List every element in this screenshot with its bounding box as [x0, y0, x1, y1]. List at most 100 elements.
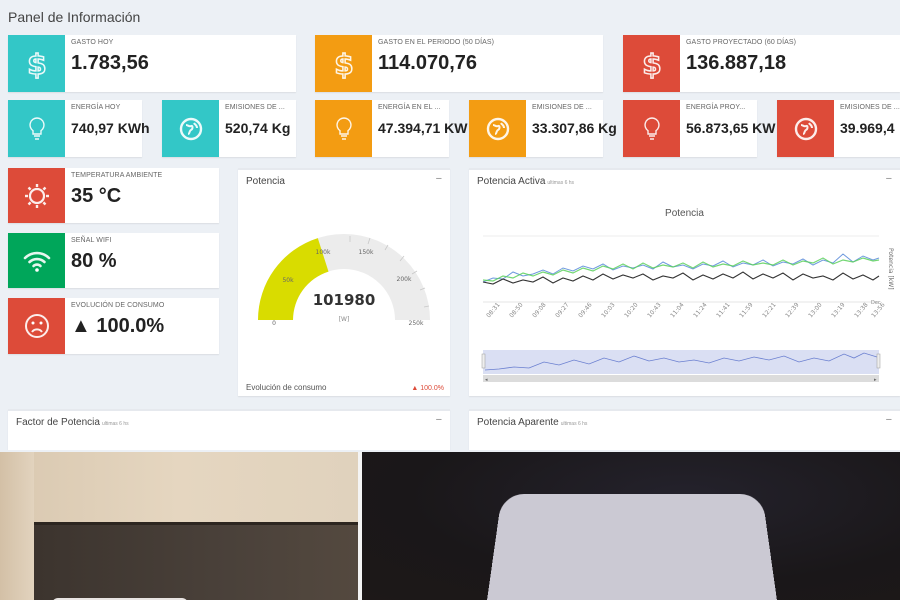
gauge-tick-200k: 200k — [397, 276, 412, 283]
info-box-label: EMISIONES DE ... — [225, 104, 285, 111]
svg-text:$: $ — [642, 49, 661, 79]
info-box-value: 35 °C — [71, 185, 122, 207]
factor-potencia-panel: Factor de Potencia ultimas 6 hs − — [8, 409, 450, 450]
info-box-label: EMISIONES DE ... — [532, 104, 592, 111]
gauge-value: 101980 — [313, 291, 376, 309]
info-box-energia-proyectada: ENERGÍA PROY... 56.873,65 KW — [623, 100, 776, 157]
chart-title: Potencia — [665, 208, 704, 219]
svg-text:12:21: 12:21 — [761, 301, 778, 319]
gauge-footer-label: Evolución de consumo — [246, 383, 327, 392]
gauge-tick-250k: 250k — [409, 320, 424, 327]
dollar-icon: $ — [8, 35, 65, 92]
svg-text:▸: ▸ — [874, 377, 877, 383]
collapse-button[interactable]: − — [435, 414, 442, 426]
info-box-label: SEÑAL WIFI — [71, 237, 112, 244]
collapse-button[interactable]: − — [885, 173, 892, 185]
gauge-unit: [W] — [339, 316, 350, 323]
dashboard: Panel de Información $ GASTO HOY 1.783,56… — [8, 9, 900, 450]
info-box-emisiones-proyectadas: EMISIONES DE ... 39.969,4 — [777, 100, 900, 157]
lightbulb-icon — [8, 100, 65, 157]
info-box-wifi: SEÑAL WIFI 80 % — [8, 233, 219, 288]
svg-text:10:03: 10:03 — [600, 301, 617, 319]
device-photo-right — [362, 452, 900, 600]
svg-text:Dec: Dec — [871, 300, 881, 306]
info-box-emisiones-periodo: EMISIONES DE ... 33.307,86 Kg — [469, 100, 617, 157]
panel-title: Factor de Potencia ultimas 6 hs — [16, 417, 129, 428]
info-box-label: ENERGÍA EN EL ... — [378, 104, 441, 111]
panel-title: Potencia Activa ultimas 6 hs — [477, 176, 575, 187]
gauge-tick-50k: 50k — [282, 277, 294, 284]
svg-text:◂: ◂ — [485, 377, 488, 383]
svg-text:11:04: 11:04 — [669, 301, 686, 319]
info-box-label: EVOLUCIÓN DE CONSUMO — [71, 302, 165, 309]
info-box-energia-periodo: ENERGÍA EN EL ... 47.394,71 KW — [315, 100, 468, 157]
info-box-label: GASTO PROYECTADO (60 DÍAS) — [686, 39, 797, 46]
collapse-button[interactable]: − — [885, 414, 892, 426]
svg-text:09:27: 09:27 — [554, 301, 571, 319]
info-box-energia-hoy: ENERGÍA HOY 740,97 KWh — [8, 100, 150, 157]
photo-divider — [358, 452, 362, 600]
svg-text:11:24: 11:24 — [692, 301, 709, 319]
info-box-value: 114.070,76 — [378, 52, 477, 74]
sad-face-icon — [8, 298, 65, 354]
svg-text:11:41: 11:41 — [715, 301, 732, 319]
globe-icon — [162, 100, 219, 157]
lightbulb-icon — [623, 100, 680, 157]
info-box-evolucion: EVOLUCIÓN DE CONSUMO ▲ 100.0% — [8, 298, 219, 354]
info-box-value: ▲ 100.0% — [71, 315, 165, 337]
potencia-activa-panel: Potencia Activa ultimas 6 hs − Potencia 0… — [469, 168, 900, 396]
dollar-icon: $ — [315, 35, 372, 92]
info-box-gasto-periodo: $ GASTO EN EL PERIODO (50 DÍAS) 114.070,7… — [315, 35, 603, 92]
page-title: Panel de Información — [8, 9, 141, 25]
gauge-chart: 0 50k 100k 150k 200k 250k 101980 [W] — [258, 234, 430, 327]
svg-text:11:59: 11:59 — [738, 301, 755, 319]
info-box-gasto-proyectado: $ GASTO PROYECTADO (60 DÍAS) 136.887,18 — [623, 35, 900, 92]
info-box-label: GASTO HOY — [71, 39, 114, 46]
lightbulb-icon — [315, 100, 372, 157]
svg-text:13:19: 13:19 — [830, 301, 847, 319]
info-box-label: TEMPERATURA AMBIENTE — [71, 172, 163, 179]
info-box-value: 1.783,56 — [71, 52, 149, 74]
panel-title: Potencia — [246, 176, 285, 187]
active-power-chart: 08:31 08:50 09:08 09:27 09:46 10:03 10:2… — [481, 235, 894, 383]
info-box-label: ENERGÍA HOY — [71, 104, 121, 111]
wifi-icon — [8, 233, 65, 288]
sun-icon — [8, 168, 65, 223]
svg-text:08:50: 08:50 — [508, 301, 525, 319]
info-box-temperatura: TEMPERATURA AMBIENTE 35 °C — [8, 168, 219, 223]
info-box-label: ENERGÍA PROY... — [686, 104, 746, 111]
svg-text:10:20: 10:20 — [623, 301, 640, 319]
device-photo-left — [0, 452, 358, 600]
info-box-value: 80 % — [71, 250, 117, 272]
panel-title: Potencia Aparente ultimas 6 hs — [477, 417, 588, 428]
info-box-value: 520,74 Kg — [225, 120, 291, 136]
info-box-label: EMISIONES DE ... — [840, 104, 900, 111]
gauge-tick-100k: 100k — [316, 249, 331, 256]
svg-text:$: $ — [27, 49, 46, 79]
svg-text:10:43: 10:43 — [646, 301, 663, 319]
globe-icon — [469, 100, 526, 157]
info-box-value: 740,97 KWh — [71, 120, 150, 136]
info-box-gasto-hoy: $ GASTO HOY 1.783,56 — [8, 35, 296, 92]
svg-text:13:38: 13:38 — [853, 301, 870, 319]
info-box-value: 33.307,86 Kg — [532, 120, 617, 136]
info-box-value: 47.394,71 KW — [378, 120, 468, 136]
dollar-icon: $ — [623, 35, 680, 92]
svg-text:$: $ — [334, 49, 353, 79]
collapse-button[interactable]: − — [435, 173, 442, 185]
info-box-value: 56.873,65 KW — [686, 120, 776, 136]
svg-text:12:39: 12:39 — [784, 301, 801, 319]
info-box-value: 136.887,18 — [686, 52, 787, 74]
svg-text:09:08: 09:08 — [531, 301, 548, 319]
gauge-tick-150k: 150k — [359, 249, 374, 256]
info-box-label: GASTO EN EL PERIODO (50 DÍAS) — [378, 39, 495, 46]
info-box-value: 39.969,4 — [840, 120, 895, 136]
info-box-emisiones-hoy: EMISIONES DE ... 520,74 Kg — [162, 100, 296, 157]
potencia-gauge-panel: Potencia − 0 50k 100k 150k 200k 250k 101… — [238, 168, 450, 396]
svg-text:Potencia [kW]: Potencia [kW] — [887, 248, 894, 290]
globe-icon — [777, 100, 834, 157]
svg-text:13:00: 13:00 — [807, 301, 824, 319]
gauge-footer-value: ▲ 100.0% — [411, 385, 444, 392]
potencia-aparente-panel: Potencia Aparente ultimas 6 hs − — [469, 409, 900, 450]
